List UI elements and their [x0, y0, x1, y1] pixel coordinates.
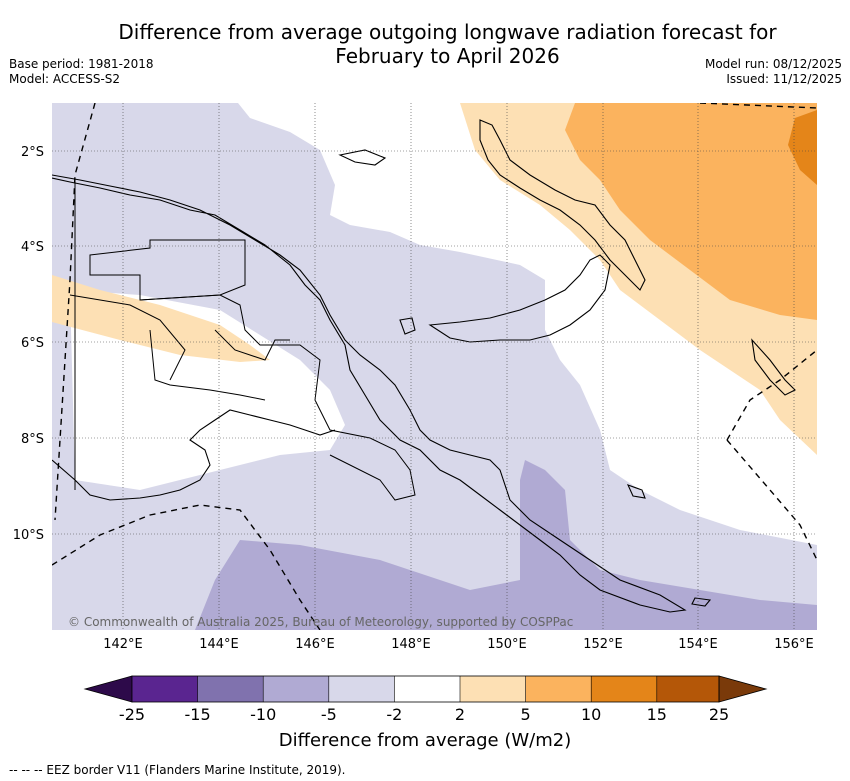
- colorbar-bin: [263, 676, 329, 702]
- lat-labels: 2°S 4°S 6°S 8°S 10°S: [13, 145, 44, 543]
- lat-label: 2°S: [21, 145, 44, 160]
- colorbar-frame: [131, 675, 720, 703]
- colorbar-bin: [394, 676, 460, 702]
- anomaly-region-dark-orange: [788, 110, 817, 185]
- colorbar-tick: -2: [386, 705, 403, 724]
- lon-label: 156°E: [774, 637, 814, 652]
- colorbar-title: Difference from average (W/m2): [278, 730, 572, 751]
- eez-border: [52, 103, 817, 630]
- copyright-notice: © Commonwealth of Australia 2025, Bureau…: [68, 615, 573, 629]
- colorbar: [83, 675, 768, 703]
- lon-labels: 142°E 144°E 146°E 148°E 150°E 152°E 154°…: [103, 637, 814, 652]
- title-line-1: Difference from average outgoing longwav…: [118, 20, 777, 44]
- colorbar-tick: 2: [454, 705, 466, 724]
- colorbar-bin: [328, 676, 395, 702]
- meta-left: Base period: 1981-2018 Model: ACCESS-S2: [9, 57, 154, 87]
- issued-date: Issued: 11/12/2025: [726, 72, 842, 86]
- map-plot-area: © Commonwealth of Australia 2025, Bureau…: [52, 103, 817, 630]
- lat-label: 6°S: [21, 336, 44, 351]
- map-title: Difference from average outgoing longwav…: [90, 20, 805, 68]
- anomaly-region-orange: [565, 103, 817, 320]
- lat-label: 4°S: [21, 240, 44, 255]
- anomaly-region-medium-lavender: [195, 460, 817, 630]
- colorbar-bin: [460, 676, 526, 702]
- colorbar-tick: 10: [581, 705, 602, 724]
- lon-label: 148°E: [391, 637, 431, 652]
- colorbar-tick: 5: [520, 705, 531, 724]
- model-run: Model run: 08/12/2025: [704, 57, 842, 71]
- lat-label: 10°S: [13, 528, 44, 543]
- lat-label: 8°S: [21, 432, 44, 447]
- province-borders: [69, 178, 416, 501]
- lon-label: 150°E: [487, 637, 527, 652]
- colorbar-bin: [591, 676, 657, 702]
- lon-label: 142°E: [103, 637, 143, 652]
- coastlines: [52, 119, 796, 613]
- meta-right: Model run: 08/12/2025 Issued: 11/12/2025: [705, 57, 842, 87]
- lon-label: 146°E: [295, 637, 335, 652]
- colorbar-tick: -15: [184, 705, 211, 724]
- colorbar-tick: 15: [646, 705, 667, 724]
- base-period: Base period: 1981-2018: [9, 57, 154, 71]
- colorbar-tick: -5: [320, 705, 337, 724]
- colorbar-tick: -25: [118, 705, 146, 724]
- anomaly-region-light-orange-west: [52, 275, 270, 362]
- colorbar-extend-high: [718, 675, 768, 703]
- colorbar-bin: [656, 676, 719, 702]
- anomaly-region-light-lavender: [52, 103, 817, 630]
- title-line-2: February to April 2026: [335, 44, 560, 68]
- colorbar-tick: -10: [250, 705, 277, 724]
- colorbar-bin: [132, 676, 198, 702]
- colorbar-extend-low: [83, 675, 133, 703]
- lon-label: 152°E: [583, 637, 623, 652]
- lon-label: 144°E: [199, 637, 239, 652]
- colorbar-bin: [525, 676, 592, 702]
- lon-label: 154°E: [678, 637, 718, 652]
- colorbar-dividers: [197, 676, 658, 702]
- colorbar-tick: 25: [708, 705, 730, 724]
- eez-footnote: -- -- -- EEZ border V11 (Flanders Marine…: [9, 763, 346, 777]
- colorbar-bin: [197, 676, 264, 702]
- model-name: Model: ACCESS-S2: [9, 72, 121, 86]
- gridlines: [52, 103, 817, 630]
